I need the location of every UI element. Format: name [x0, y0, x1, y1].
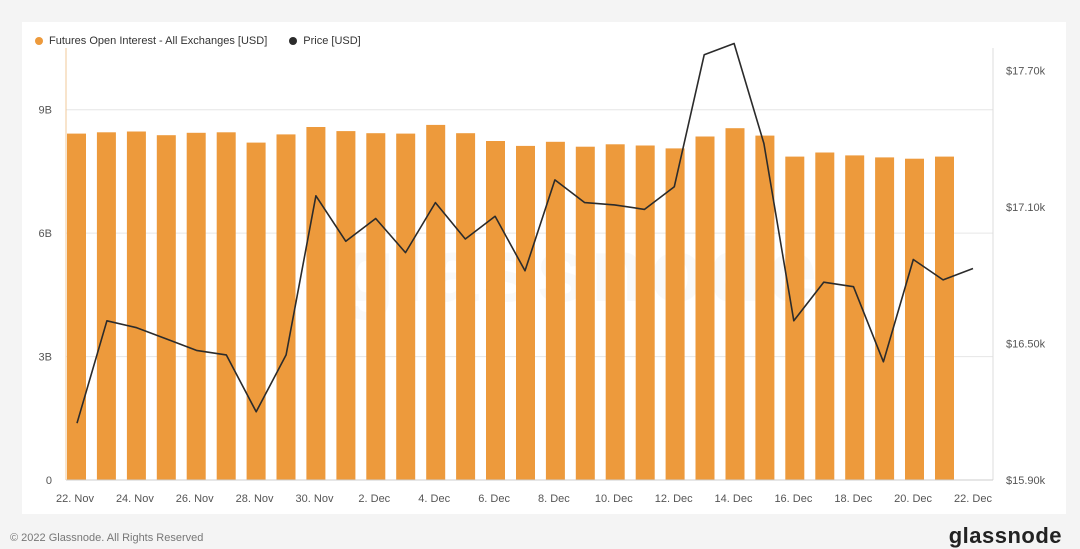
y-right-tick-label: $15.90k [1006, 475, 1046, 487]
oi-bar [815, 152, 835, 480]
price-line [76, 42, 974, 424]
y-right-tick-label: $17.70k [1006, 66, 1046, 78]
oi-bar [186, 132, 206, 481]
legend: Futures Open Interest - All Exchanges [U… [35, 33, 383, 49]
x-tick-label: 18. Dec [834, 493, 872, 505]
oi-bar [336, 131, 356, 480]
oi-bar [875, 157, 895, 480]
oi-bar [396, 133, 416, 480]
x-tick-label: 8. Dec [538, 493, 570, 505]
x-tick-label: 4. Dec [418, 493, 450, 505]
oi-bar [725, 128, 745, 480]
y-left-tick-label: 3B [39, 352, 52, 364]
oi-bar [575, 146, 595, 480]
x-tick-label: 22. Dec [954, 493, 992, 505]
x-tick-label: 10. Dec [595, 493, 633, 505]
legend-label-price: Price [USD] [303, 35, 361, 47]
x-tick-label: 14. Dec [715, 493, 753, 505]
oi-bar [276, 134, 296, 480]
oi-bar [486, 141, 505, 480]
copyright-text: © 2022 Glassnode. All Rights Reserved [10, 532, 204, 544]
legend-dot-icon [289, 37, 298, 45]
oi-bar [635, 145, 655, 480]
x-tick-label: 26. Nov [176, 493, 214, 505]
oi-bar [665, 148, 685, 480]
legend-label-open-interest: Futures Open Interest - All Exchanges [U… [49, 35, 268, 47]
oi-bar [366, 133, 386, 480]
oi-bar [845, 155, 865, 480]
bars [67, 124, 954, 481]
oi-bar [456, 133, 476, 480]
oi-bar [545, 141, 565, 481]
y-right-tick-label: $17.10k [1006, 202, 1046, 214]
oi-bar [905, 158, 924, 480]
oi-bar [695, 136, 715, 480]
oi-bar [67, 133, 86, 480]
legend-item-price[interactable]: Price [USD] [289, 35, 361, 47]
legend-item-open-interest[interactable]: Futures Open Interest - All Exchanges [U… [35, 35, 267, 47]
y-right-tick-label: $16.50k [1006, 339, 1046, 351]
price-series-line [76, 42, 974, 424]
x-tick-label: 28. Nov [236, 493, 274, 505]
y-left-tick-label: 6B [39, 228, 52, 240]
x-tick-label: 20. Dec [894, 493, 932, 505]
legend-dot-icon [35, 37, 43, 45]
oi-bar [605, 144, 625, 481]
x-tick-label: 30. Nov [296, 493, 334, 505]
y-left-tick-label: 0 [46, 475, 52, 487]
x-tick-label: 16. Dec [774, 493, 812, 505]
oi-bar [516, 145, 535, 480]
oi-bar [246, 142, 266, 480]
oi-bar [935, 156, 954, 480]
oi-bar [426, 124, 446, 481]
oi-bar [755, 135, 775, 480]
oi-bar [216, 132, 236, 481]
oi-bar [306, 127, 326, 480]
oi-bar [156, 135, 176, 480]
oi-bar [126, 131, 146, 480]
x-tick-label: 12. Dec [655, 493, 693, 505]
y-left-tick-label: 9B [39, 105, 52, 117]
oi-bar [96, 132, 116, 481]
x-tick-label: 2. Dec [358, 493, 390, 505]
x-tick-label: 24. Nov [116, 493, 154, 505]
x-tick-label: 6. Dec [478, 493, 510, 505]
axes: 0 3B 6B 9B $15.90k $16.50k $17.10k $17.70k 22. N… [39, 48, 1046, 505]
brand-logo: glassnode [948, 523, 1062, 548]
x-tick-label: 22. Nov [56, 493, 94, 505]
